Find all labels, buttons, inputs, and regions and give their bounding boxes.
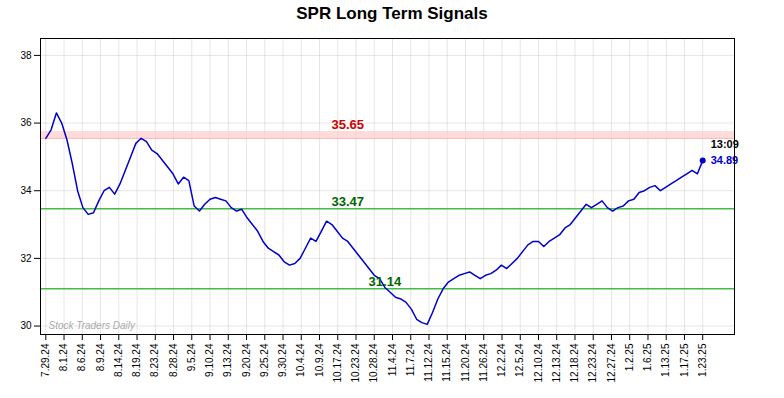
svg-text:31.14: 31.14 (369, 274, 402, 289)
svg-text:12.23.24: 12.23.24 (587, 343, 598, 382)
svg-text:12.13.24: 12.13.24 (551, 343, 562, 382)
svg-text:12.18.24: 12.18.24 (569, 343, 580, 382)
svg-text:11.7.24: 11.7.24 (405, 343, 416, 376)
svg-text:12.10.24: 12.10.24 (533, 343, 544, 382)
svg-text:9.20.24: 9.20.24 (241, 343, 252, 377)
svg-text:32: 32 (20, 253, 32, 264)
svg-text:9.13.24: 9.13.24 (222, 343, 233, 377)
svg-text:38: 38 (20, 50, 32, 61)
svg-text:11.26.24: 11.26.24 (478, 343, 489, 382)
svg-text:13:09: 13:09 (710, 138, 739, 151)
svg-text:7.29.24: 7.29.24 (40, 343, 51, 377)
svg-text:34.89: 34.89 (710, 154, 739, 167)
svg-text:12.2.24: 12.2.24 (496, 343, 507, 377)
svg-text:1.23.25: 1.23.25 (697, 343, 708, 377)
svg-text:12.27.24: 12.27.24 (606, 343, 617, 382)
svg-text:1.17.25: 1.17.25 (679, 343, 690, 377)
svg-text:11.15.24: 11.15.24 (441, 343, 452, 382)
svg-text:9.10.24: 9.10.24 (204, 343, 215, 377)
svg-text:10.9.24: 10.9.24 (314, 343, 325, 377)
svg-text:10.28.24: 10.28.24 (368, 343, 379, 382)
svg-text:35.65: 35.65 (331, 117, 364, 132)
svg-text:30: 30 (20, 320, 32, 331)
svg-text:8.23.24: 8.23.24 (149, 343, 160, 377)
svg-text:8.9.24: 8.9.24 (95, 343, 106, 371)
svg-text:9.5.24: 9.5.24 (186, 343, 197, 371)
svg-text:8.14.24: 8.14.24 (113, 343, 124, 377)
svg-text:8.1.24: 8.1.24 (58, 343, 69, 371)
svg-text:8.28.24: 8.28.24 (168, 343, 179, 377)
svg-text:11.4.24: 11.4.24 (387, 343, 398, 376)
svg-text:36: 36 (20, 117, 32, 128)
svg-text:9.30.24: 9.30.24 (277, 343, 288, 377)
svg-text:8.6.24: 8.6.24 (76, 343, 87, 371)
svg-text:1.13.25: 1.13.25 (660, 343, 671, 377)
svg-text:1.6.25: 1.6.25 (642, 343, 653, 371)
svg-text:9.25.24: 9.25.24 (259, 343, 270, 377)
svg-text:33.47: 33.47 (331, 194, 364, 209)
svg-text:10.4.24: 10.4.24 (295, 343, 306, 377)
svg-text:34: 34 (20, 185, 32, 196)
svg-text:11.12.24: 11.12.24 (423, 343, 434, 382)
svg-text:10.17.24: 10.17.24 (332, 343, 343, 382)
svg-text:Stock Traders Daily: Stock Traders Daily (49, 320, 137, 331)
svg-text:11.20.24: 11.20.24 (460, 343, 471, 382)
svg-text:12.5.24: 12.5.24 (514, 343, 525, 377)
html-text:SPR Long Term Signals: SPR Long Term Signals (296, 4, 488, 23)
svg-text:8.19.24: 8.19.24 (131, 343, 142, 377)
svg-text:1.2.25: 1.2.25 (624, 343, 635, 371)
svg-text:10.23.24: 10.23.24 (350, 343, 361, 382)
